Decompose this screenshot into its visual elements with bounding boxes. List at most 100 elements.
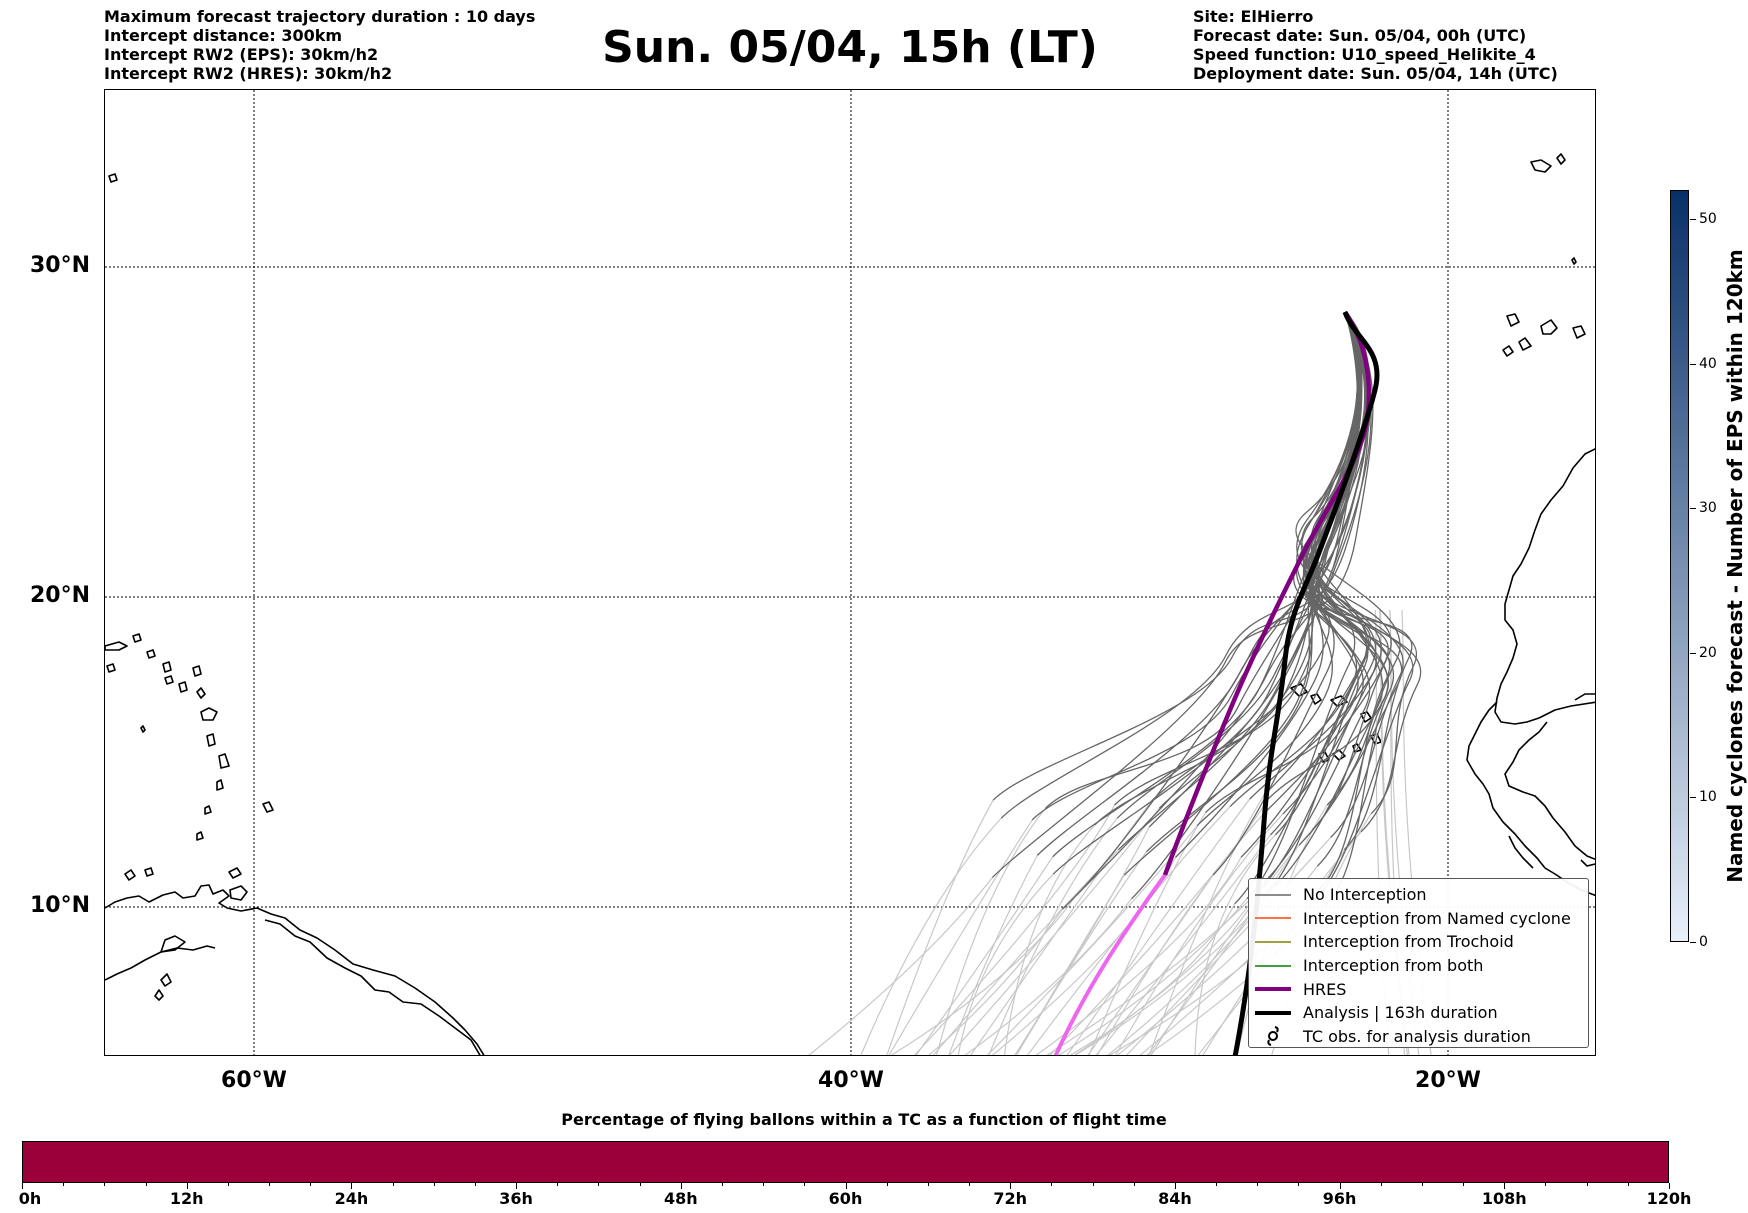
island-small-7 <box>1571 257 1577 265</box>
ensemble-trajectory-late <box>913 804 1116 1055</box>
ensemble-trajectory-late <box>1046 891 1259 1055</box>
island-antilles-6 <box>178 681 188 693</box>
ensemble-trajectory-late <box>888 819 1033 1055</box>
lat-label-30n: 30°N <box>29 253 90 278</box>
ensemble-trajectory <box>1296 311 1391 890</box>
legend-line-named-cyclone <box>1255 916 1291 920</box>
cyclone-icon <box>1255 1026 1291 1047</box>
flight-time-tick-label: 48h <box>663 1189 698 1208</box>
flight-time-tick <box>680 1183 682 1189</box>
flight-time-tick <box>22 1183 23 1189</box>
flight-time-minor-tick <box>804 1183 806 1186</box>
legend-line-hres <box>1255 987 1291 992</box>
island-antilles-7 <box>192 665 202 677</box>
island-madeira <box>1530 159 1552 173</box>
island-trinidad <box>229 885 248 901</box>
island-antilles-1 <box>106 663 116 673</box>
ensemble-trajectory <box>1123 311 1359 876</box>
flight-time-minor-tick <box>1257 1183 1259 1186</box>
trajectory-map[interactable]: No Interception Interception from Named … <box>104 89 1596 1056</box>
coast-africa-inner-1 <box>1574 693 1595 701</box>
ensemble-trajectory-late <box>1049 799 1269 1055</box>
ensemble-trajectory-late <box>890 895 1077 1055</box>
flight-time-minor-tick <box>269 1183 271 1186</box>
flight-time-minor-tick <box>1380 1183 1382 1186</box>
hres-trajectory-late <box>1053 873 1167 1055</box>
ensemble-trajectory-late <box>970 800 1152 1055</box>
legend-line-analysis <box>1255 1010 1291 1015</box>
legend-entry-no-interception: No Interception <box>1255 883 1582 907</box>
flight-time-colorbar-title: Percentage of flying ballons within a TC… <box>561 1110 1167 1129</box>
legend-line-no-interception <box>1255 893 1291 897</box>
coast-guyana <box>264 919 481 1055</box>
legend-label-hres: HRES <box>1303 979 1347 999</box>
max-duration-text: Maximum forecast trajectory duration : 1… <box>104 7 536 26</box>
legend-label-both: Interception from both <box>1303 956 1484 976</box>
ensemble-trajectory-late <box>886 799 994 1055</box>
flight-time-minor-tick <box>1133 1183 1135 1186</box>
coast-south-america-west <box>105 945 216 981</box>
flight-time-tick-label: 120h <box>1646 1189 1692 1208</box>
island-stlucia <box>216 779 224 791</box>
legend-entry-both: Interception from both <box>1255 954 1582 978</box>
flight-time-tick-label: 96h <box>1322 1189 1357 1208</box>
island-antilles-5 <box>164 675 174 685</box>
flight-time-minor-tick <box>392 1183 394 1186</box>
legend-label-trochoid: Interception from Trochoid <box>1303 932 1514 952</box>
island-small-4 <box>144 867 154 877</box>
lat-label-20n: 20°N <box>29 583 90 608</box>
flight-time-tick <box>1010 1183 1012 1189</box>
island-martinique <box>218 753 230 769</box>
flight-time-tick-label: 84h <box>1158 1189 1192 1208</box>
flight-time-minor-tick <box>1092 1183 1094 1186</box>
ensemble-trajectory-late <box>808 877 993 1055</box>
island-small-3 <box>124 869 136 881</box>
coast-senegal <box>1466 701 1595 897</box>
flight-time-minor-tick <box>1051 1183 1053 1186</box>
legend-label-analysis: Analysis | 163h duration <box>1303 1003 1498 1023</box>
ensemble-trajectory-late <box>915 856 1054 1055</box>
flight-time-minor-tick <box>145 1183 147 1186</box>
island-guadeloupe <box>200 707 218 721</box>
island-cape-verde-2 <box>1310 693 1322 705</box>
flight-time-minor-tick <box>721 1183 723 1186</box>
colorbar-tick <box>1690 218 1696 220</box>
coast-africa-inner-2 <box>1580 859 1595 867</box>
legend-entry-tc-obs: TC obs. for analysis duration <box>1255 1025 1582 1049</box>
island-dominica <box>206 733 216 747</box>
colorbar-tick <box>1690 797 1696 799</box>
island-antilles-2 <box>132 633 142 643</box>
legend-label-named-cyclone: Interception from Named cyclone <box>1303 908 1571 928</box>
legend-entry-hres: HRES <box>1255 977 1582 1001</box>
map-legend: No Interception Interception from Named … <box>1248 878 1589 1048</box>
ensemble-trajectory-late <box>964 898 1133 1055</box>
map-gridlines <box>105 90 1595 1055</box>
flight-time-colorbar <box>22 1141 1669 1183</box>
ensemble-trajectory-late <box>1058 898 1248 1055</box>
ensemble-trajectory-late <box>1088 812 1207 1055</box>
flight-time-tick <box>1504 1183 1506 1189</box>
ensemble-trajectory <box>1131 311 1366 900</box>
flight-time-tick-label: 60h <box>828 1189 863 1208</box>
flight-time-minor-tick <box>63 1183 65 1186</box>
flight-time-tick-label: 12h <box>169 1189 204 1208</box>
island-canary-1 <box>1506 313 1520 327</box>
cyclone-colorbar-label: Named cyclones forecast - Number of EPS … <box>1723 249 1747 883</box>
analysis-trajectory <box>1232 311 1380 1055</box>
flight-time-tick <box>1669 1183 1670 1189</box>
ensemble-trajectory <box>1296 311 1389 867</box>
ensemble-trajectory-late <box>1003 824 1096 1055</box>
island-canary-4 <box>1518 337 1532 351</box>
ensemble-trajectory-late <box>1148 795 1265 1055</box>
island-tobago <box>228 867 242 879</box>
coastlines <box>105 153 1595 1055</box>
intercept-hres-text: Intercept RW2 (HRES): 30km/h2 <box>104 64 393 83</box>
legend-line-trochoid <box>1255 940 1291 944</box>
flight-time-minor-tick <box>104 1183 106 1186</box>
ensemble-trajectory <box>1117 311 1372 851</box>
legend-entry-named-cyclone: Interception from Named cyclone <box>1255 907 1582 931</box>
flight-time-tick-label: 36h <box>499 1189 533 1208</box>
island-grenada <box>196 831 204 841</box>
ensemble-trajectory <box>1031 311 1361 821</box>
page-title: Sun. 05/04, 15h (LT) <box>602 22 1098 73</box>
